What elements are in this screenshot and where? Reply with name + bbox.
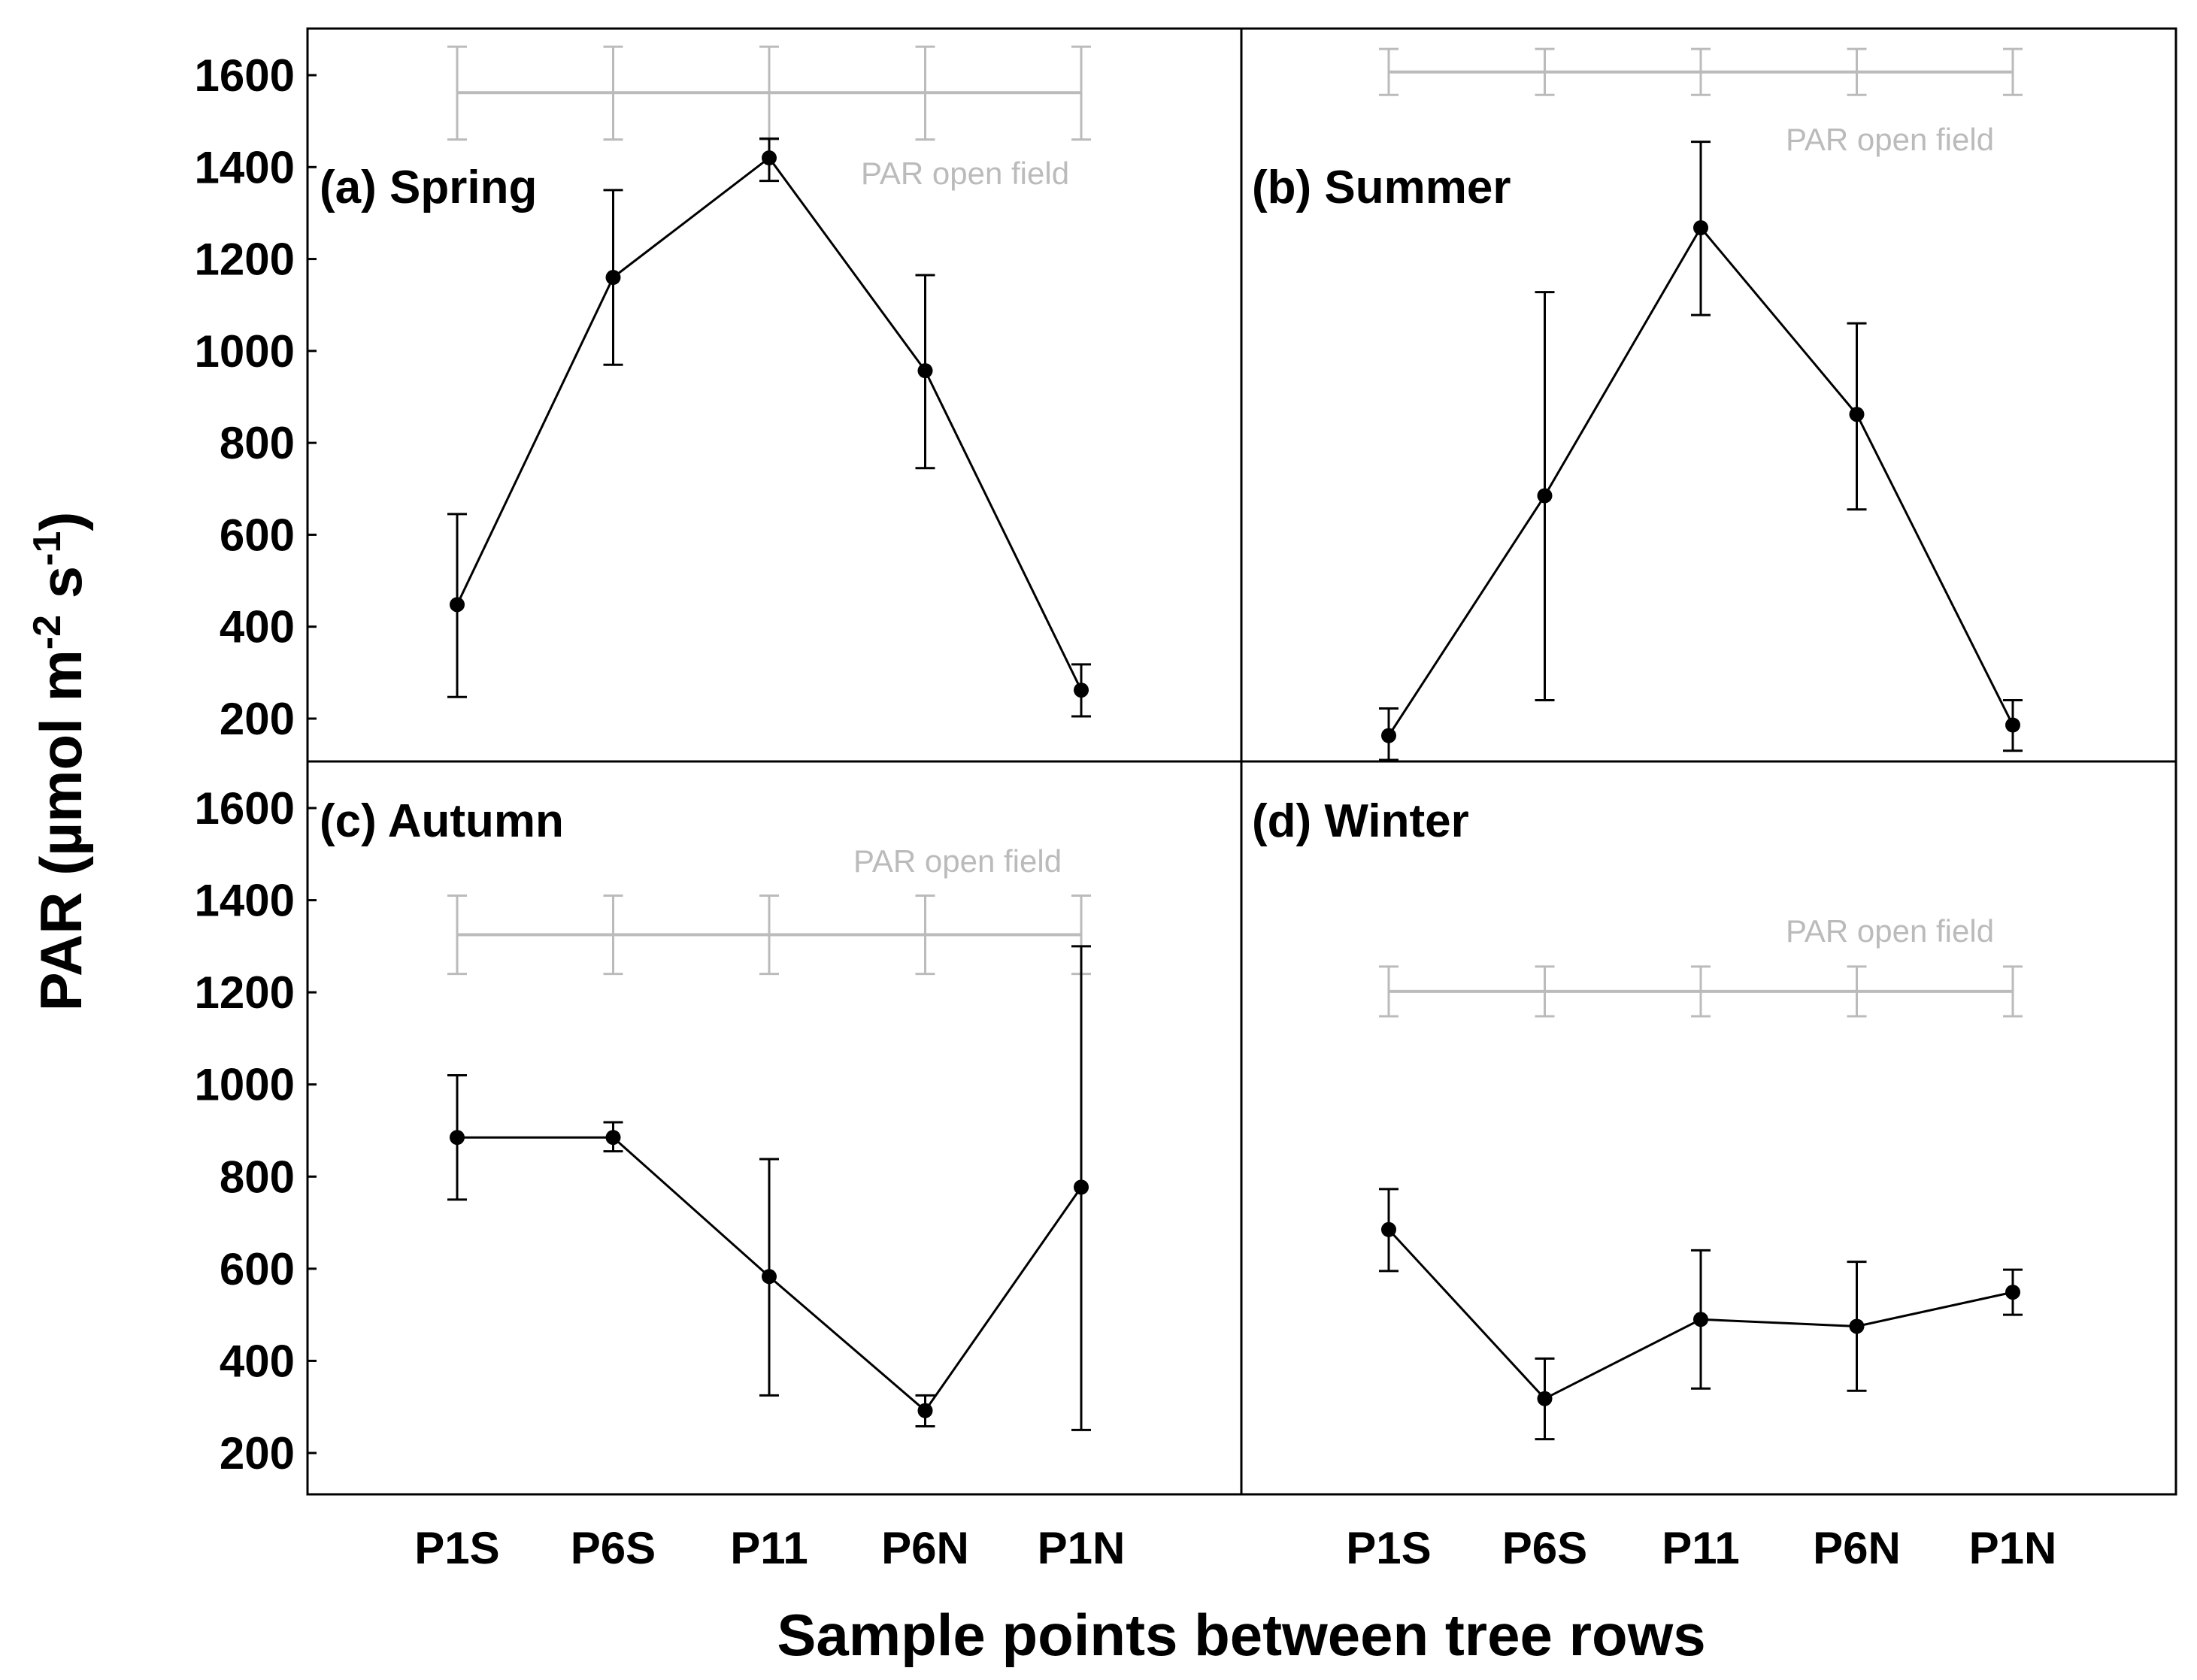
- data-point: [605, 1130, 621, 1146]
- y-axis-ticks-top: 200 400 600 800 1000 1200 1400 1600: [195, 50, 317, 744]
- x-tick-label: P1N: [1969, 1523, 2057, 1573]
- data-point: [450, 1130, 465, 1146]
- data-series: [447, 945, 1091, 1431]
- panel-title: (d) Winter: [1252, 795, 1469, 847]
- data-point: [1849, 407, 1865, 422]
- x-tick-label: P1S: [414, 1523, 499, 1573]
- data-series: [1379, 141, 2023, 761]
- x-axis-ticks-left: P1S P6S P11 P6N P1N: [414, 1523, 1125, 1573]
- y-tick-label: 1000: [195, 1060, 295, 1110]
- data-point: [762, 1269, 777, 1285]
- x-tick-label: P11: [730, 1523, 808, 1573]
- reference-series: [1379, 965, 2023, 1018]
- y-axis-title-end: ): [28, 512, 94, 531]
- y-tick-label: 400: [220, 602, 295, 652]
- reference-label: PAR open field: [853, 843, 1062, 879]
- panel-spring: (a) Spring PAR open field: [320, 45, 1091, 718]
- y-tick-label: 1600: [195, 50, 295, 101]
- panel-summer: (b) Summer PAR open field: [1252, 47, 2023, 761]
- y-axis-title-mid: s: [28, 566, 94, 615]
- reference-label: PAR open field: [1786, 913, 1994, 949]
- data-point: [1074, 1179, 1089, 1195]
- x-tick-label: P11: [1662, 1523, 1739, 1573]
- y-tick-label: 1200: [195, 235, 295, 285]
- y-tick-label: 1000: [195, 326, 295, 377]
- x-tick-label: P6S: [571, 1523, 656, 1573]
- y-tick-label: 200: [220, 694, 295, 744]
- reference-series: [1379, 47, 2023, 96]
- y-axis-title-main: PAR (µmol m: [28, 649, 94, 1011]
- y-tick-label: 800: [220, 1152, 295, 1202]
- data-point: [2005, 1285, 2020, 1300]
- y-axis-title-exp1: -2: [26, 615, 69, 649]
- data-point: [1693, 219, 1708, 235]
- panel-title: (c) Autumn: [320, 795, 564, 847]
- y-tick-label: 600: [220, 510, 295, 560]
- data-point: [917, 1403, 933, 1418]
- x-axis-title: Sample points between tree rows: [777, 1602, 1705, 1668]
- panel-autumn: (c) Autumn PAR open field: [320, 795, 1091, 1431]
- reference-series: [447, 45, 1091, 141]
- y-tick-label: 400: [220, 1336, 295, 1386]
- x-tick-label: P1S: [1346, 1523, 1431, 1573]
- reference-label: PAR open field: [861, 156, 1069, 191]
- data-series: [1379, 1188, 2023, 1441]
- data-point: [1537, 488, 1553, 504]
- data-point: [1381, 1221, 1396, 1237]
- y-tick-label: 1200: [195, 967, 295, 1018]
- x-tick-label: P1N: [1038, 1523, 1126, 1573]
- y-tick-label: 1400: [195, 876, 295, 926]
- reference-label: PAR open field: [1786, 122, 1994, 157]
- y-tick-label: 800: [220, 418, 295, 468]
- x-tick-label: P6S: [1502, 1523, 1587, 1573]
- y-axis-title: PAR (µmol m-2 s-1): [26, 512, 94, 1012]
- panel-frame: [306, 27, 2177, 1496]
- panel-winter: (d) Winter PAR open field: [1252, 795, 2023, 1441]
- data-point: [1849, 1318, 1865, 1334]
- x-axis-ticks-right: P1S P6S P11 P6N P1N: [1346, 1523, 2056, 1573]
- y-tick-label: 600: [220, 1244, 295, 1294]
- y-tick-label: 200: [220, 1428, 295, 1479]
- y-tick-label: 1400: [195, 142, 295, 192]
- series-line: [456, 156, 1083, 691]
- data-point: [1693, 1312, 1708, 1327]
- y-tick-label: 1600: [195, 783, 295, 834]
- data-point: [1381, 728, 1396, 743]
- reference-series: [447, 894, 1091, 976]
- x-tick-label: P6N: [881, 1523, 969, 1573]
- panel-title: (a) Spring: [320, 162, 537, 213]
- y-axis-title-exp2: -1: [26, 531, 69, 566]
- data-point: [917, 363, 933, 379]
- panel-title: (b) Summer: [1252, 162, 1511, 213]
- y-axis-ticks-bottom: 200 400 600 800 1000 1200 1400 1600: [195, 783, 317, 1479]
- data-point: [762, 150, 777, 166]
- data-point: [605, 270, 621, 286]
- data-series: [447, 137, 1091, 718]
- data-point: [1074, 683, 1089, 698]
- data-point: [1537, 1391, 1553, 1406]
- data-point: [2005, 717, 2020, 733]
- x-tick-label: P6N: [1813, 1523, 1901, 1573]
- data-point: [450, 597, 465, 613]
